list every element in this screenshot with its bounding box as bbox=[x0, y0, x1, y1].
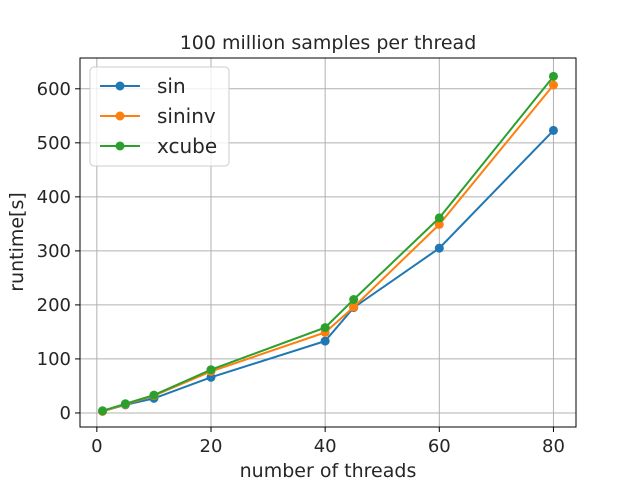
data-point-xcube bbox=[434, 213, 444, 223]
data-point-sin bbox=[320, 336, 330, 346]
y-tick-label: 500 bbox=[37, 133, 71, 154]
x-tick-label: 60 bbox=[428, 436, 451, 457]
legend-box bbox=[89, 66, 230, 167]
legend-label-sin: sin bbox=[157, 74, 186, 98]
legend-label-sininv: sininv bbox=[157, 104, 216, 128]
x-tick-label: 80 bbox=[542, 436, 565, 457]
y-tick-label: 400 bbox=[37, 187, 71, 208]
data-point-xcube bbox=[349, 294, 359, 304]
data-point-xcube bbox=[548, 71, 558, 81]
y-tick-label: 0 bbox=[60, 403, 71, 424]
data-point-xcube bbox=[149, 390, 159, 400]
plot-frame bbox=[79, 57, 577, 428]
y-tick-label: 100 bbox=[37, 349, 71, 370]
legend-label-xcube: xcube bbox=[157, 134, 217, 158]
legend: sin sininv xcube bbox=[89, 66, 230, 167]
legend-marker-sininv bbox=[115, 111, 125, 121]
data-point-sininv bbox=[434, 219, 444, 229]
series-line-sin bbox=[102, 129, 555, 413]
data-point-sininv bbox=[548, 80, 558, 90]
data-point-xcube bbox=[320, 323, 330, 333]
x-tick-label: 20 bbox=[200, 436, 223, 457]
series-layer bbox=[98, 71, 558, 416]
data-point-xcube bbox=[98, 406, 108, 416]
y-axis-ticks: 0 100 200 300 400 500 600 bbox=[37, 79, 80, 424]
chart-title: 100 million samples per thread bbox=[180, 32, 477, 54]
data-point-sin bbox=[548, 125, 558, 135]
y-axis-label: runtime[s] bbox=[6, 192, 28, 292]
data-point-xcube bbox=[120, 399, 130, 409]
data-point-sininv bbox=[349, 302, 359, 312]
x-axis-label: number of threads bbox=[240, 460, 417, 480]
x-tick-label: 40 bbox=[314, 436, 337, 457]
x-axis-ticks: 0 20 40 60 80 bbox=[91, 427, 565, 457]
y-tick-label: 300 bbox=[37, 241, 71, 262]
legend-marker-xcube bbox=[115, 141, 125, 151]
legend-marker-sin bbox=[115, 81, 125, 91]
series-line-xcube bbox=[102, 75, 555, 412]
series-sin bbox=[98, 125, 558, 416]
x-tick-label: 0 bbox=[91, 436, 102, 457]
y-tick-label: 600 bbox=[37, 79, 71, 100]
series-xcube bbox=[98, 71, 558, 416]
data-point-sin bbox=[434, 243, 444, 253]
data-point-xcube bbox=[206, 365, 216, 375]
y-tick-label: 200 bbox=[37, 295, 71, 316]
